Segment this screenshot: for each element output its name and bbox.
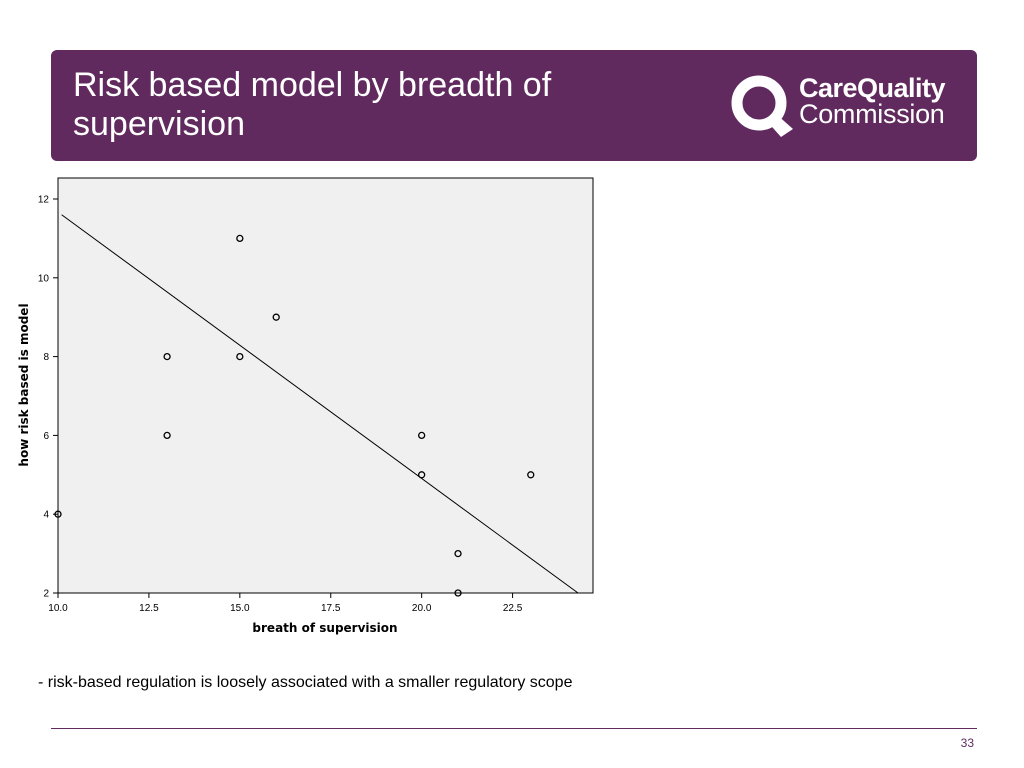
y-tick-label: 10: [38, 273, 50, 284]
regression-line: [61, 214, 579, 594]
page-number: 33: [960, 736, 974, 750]
x-axis: 10.0 12.5 15.0 17.5 20.0 22.5: [48, 593, 523, 614]
slide-title: Risk based model by breadth of supervisi…: [73, 66, 552, 143]
data-point: [272, 313, 280, 321]
data-point: [527, 471, 535, 479]
y-axis: 2 4 6 8 10 12: [38, 195, 58, 600]
x-tick-label: 15.0: [230, 603, 250, 614]
plot-area: [57, 177, 594, 594]
x-tick-label: 12.5: [139, 603, 159, 614]
logo-text-line2: Commission: [799, 99, 945, 129]
data-point: [163, 431, 171, 440]
y-tick-label: 12: [38, 195, 50, 206]
data-point: [454, 549, 462, 558]
data-point: [418, 471, 426, 479]
y-axis-title: how risk based is model: [17, 303, 31, 466]
data-points: [54, 234, 535, 597]
logo-text-line1: CareQuality: [799, 73, 946, 103]
y-tick-label: 2: [43, 589, 49, 600]
x-tick-label: 17.5: [321, 603, 341, 614]
x-tick-label: 10.0: [48, 603, 68, 614]
title-banner: Risk based model by breadth of supervisi…: [51, 50, 977, 161]
data-point: [418, 431, 426, 440]
y-tick-label: 8: [43, 352, 49, 363]
data-point: [236, 352, 244, 361]
x-tick-label: 20.0: [412, 603, 432, 614]
y-tick-label: 6: [43, 431, 49, 442]
data-point: [236, 234, 244, 243]
data-point: [454, 589, 462, 597]
data-point: [54, 510, 62, 518]
cqc-logo: CareQuality Commission: [729, 69, 959, 145]
footer-divider: [51, 728, 977, 729]
y-tick-label: 4: [43, 510, 49, 521]
slide-caption: - risk-based regulation is loosely assoc…: [38, 674, 573, 691]
data-point: [163, 352, 171, 361]
x-tick-label: 22.5: [503, 603, 523, 614]
cqc-q-logo-icon: [731, 75, 793, 137]
x-axis-title: breath of supervision: [252, 621, 397, 635]
